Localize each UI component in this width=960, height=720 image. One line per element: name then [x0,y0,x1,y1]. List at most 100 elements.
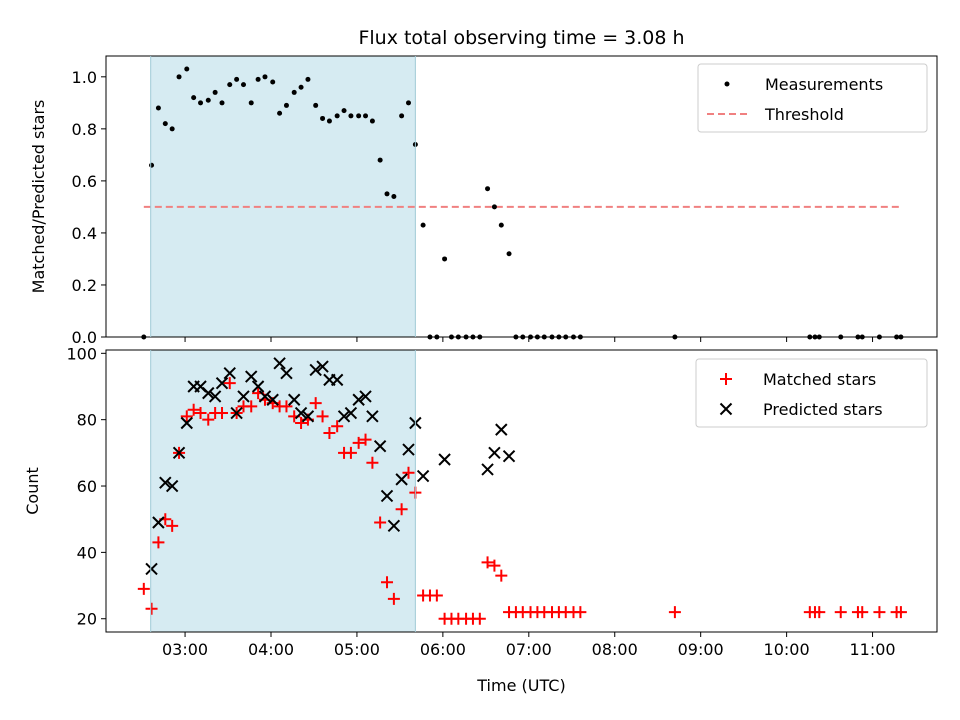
measurement-point [248,100,254,106]
matched-star-point [402,466,415,479]
measurement-point [212,89,218,95]
y-tick-label: 0.2 [72,276,97,295]
matched-star-point [331,420,344,433]
measurement-point [262,74,268,80]
matched-star-point [202,413,215,426]
measurement-point [234,76,240,82]
top-x-ticks [184,337,874,342]
predicted-star-point [337,410,351,423]
matched-star-point [894,606,907,619]
measurement-point [356,113,362,119]
bottom-y-axis-label: Count [23,467,42,515]
legend-predicted-marker [719,402,733,416]
y-tick-label: 0.4 [72,224,97,243]
predicted-star-point [373,440,387,453]
predicted-star-point [316,360,329,373]
measurement-point [334,113,340,119]
x-tick-label: 05:00 [334,640,380,659]
matched-star-point [152,536,165,549]
predicted-star-point [438,453,451,466]
matched-star-point [216,407,229,420]
measurement-point [277,110,283,116]
measurement-point [227,82,233,88]
predicted-star-point [230,406,243,420]
y-tick-label: 0.6 [72,172,97,191]
predicted-star-point [344,406,358,420]
measurement-point [377,157,383,163]
matched-star-point [187,403,200,416]
matched-star-point [352,436,365,449]
x-tick-label: 11:00 [849,640,895,659]
predicted-star-point [172,446,186,460]
predicted-star-point [380,489,394,503]
measurement-point [155,105,161,111]
predicted-star-point [495,423,508,436]
measurement-point [298,84,304,90]
predicted-star-point [330,373,344,387]
measurement-point [369,118,375,124]
y-tick-label: 20 [77,610,97,629]
matched-star-point [316,410,329,423]
matched-star-point [813,606,826,619]
matched-star-point [245,400,258,413]
measurement-point [442,256,448,262]
predicted-star-point [159,476,172,489]
measurement-point [283,102,289,108]
predicted-star-point [215,376,229,390]
predicted-star-point [287,393,301,406]
predicted-star-point [352,393,365,406]
measurement-point [198,100,204,106]
measurement-point [498,222,504,228]
predicted-star-point [237,390,250,403]
bottom-legend-box [695,358,928,428]
predicted-star-point [251,380,265,393]
matched-star-point [344,446,357,459]
bottom-axes-frame [105,349,938,633]
predicted-star-point [488,446,501,460]
predicted-star-point [280,367,293,380]
measurement-point [270,79,276,85]
measurement-point [176,74,182,80]
matched-star-point [180,410,193,423]
measurement-point [305,76,311,82]
bottom-legend: Matched stars Predicted stars [695,358,928,428]
matched-star-point [145,602,158,615]
matched-star-point [430,589,443,602]
x-tick-label: 07:00 [506,640,552,659]
matched-star-point [488,559,501,572]
measurement-point [348,113,354,119]
matched-star-point [381,576,394,589]
predicted-star-point [402,443,415,456]
top-y-ticks: 0.0 0.2 0.4 0.6 0.8 1.0 [72,68,106,347]
matched-star-point [668,606,681,619]
matched-star-point [395,503,408,516]
predicted-star-point [202,386,215,400]
predicted-star-point [416,469,430,483]
predicted-star-point [180,416,193,430]
predicted-star-point [266,393,279,406]
predicted-star-point [359,390,372,403]
legend-measurements-marker [724,81,730,87]
measurement-point [506,251,512,257]
matched-star-point [280,400,293,413]
bottom-shaded-span [150,350,416,632]
matched-star-point [166,519,179,532]
matched-star-point [295,416,308,429]
measurement-point [491,204,497,210]
predicted-star-point [145,562,158,576]
y-tick-label: 60 [77,477,97,496]
y-tick-label: 0.0 [72,328,97,347]
matched-star-point [387,592,400,605]
chart-title: Flux total observing time = 3.08 h [358,27,684,49]
legend-threshold-label: Threshold [764,105,844,124]
matched-star-point [574,606,587,619]
legend-predicted-label: Predicted stars [763,400,883,419]
x-tick-label: 04:00 [248,640,294,659]
matched-star-point [473,612,486,625]
predicted-star-point [294,406,308,420]
matched-star-point [194,407,207,420]
predicted-star-point [258,390,272,403]
measurement-point [184,66,190,72]
bottom-y-ticks: 20 40 60 80 100 [66,344,106,629]
